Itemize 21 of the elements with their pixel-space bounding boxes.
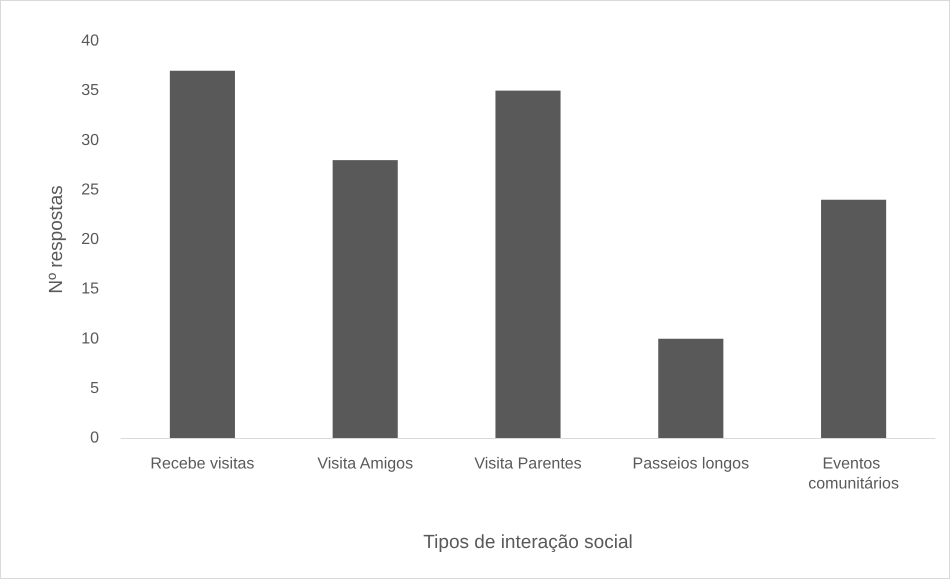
y-tick-label: 10 — [81, 330, 100, 348]
bar — [495, 90, 561, 438]
y-tick-label: 30 — [81, 132, 100, 149]
y-tick-label: 0 — [90, 430, 100, 446]
x-tick-label: Eventos comunitários — [808, 456, 899, 492]
y-tick-label: 20 — [81, 231, 100, 248]
x-tick-label: Visita Parentes — [474, 456, 582, 472]
y-tick-label: 25 — [81, 181, 100, 198]
x-tick-label: Passeios longos — [632, 456, 750, 472]
bar — [170, 70, 235, 438]
y-tick-label: 5 — [90, 380, 100, 397]
y-axis-title: Nº respostas — [46, 185, 67, 294]
x-tick-label: Visita Amigos — [317, 456, 414, 472]
bar — [658, 338, 724, 438]
bar — [332, 160, 398, 438]
y-tick-label: 35 — [81, 82, 100, 100]
y-tick-label: 40 — [81, 32, 100, 50]
x-tick-label: Recebe visitas — [150, 456, 254, 472]
x-axis-title: Tipos de interação social — [423, 532, 633, 553]
bar — [821, 200, 886, 438]
y-tick-label: 15 — [81, 280, 100, 298]
